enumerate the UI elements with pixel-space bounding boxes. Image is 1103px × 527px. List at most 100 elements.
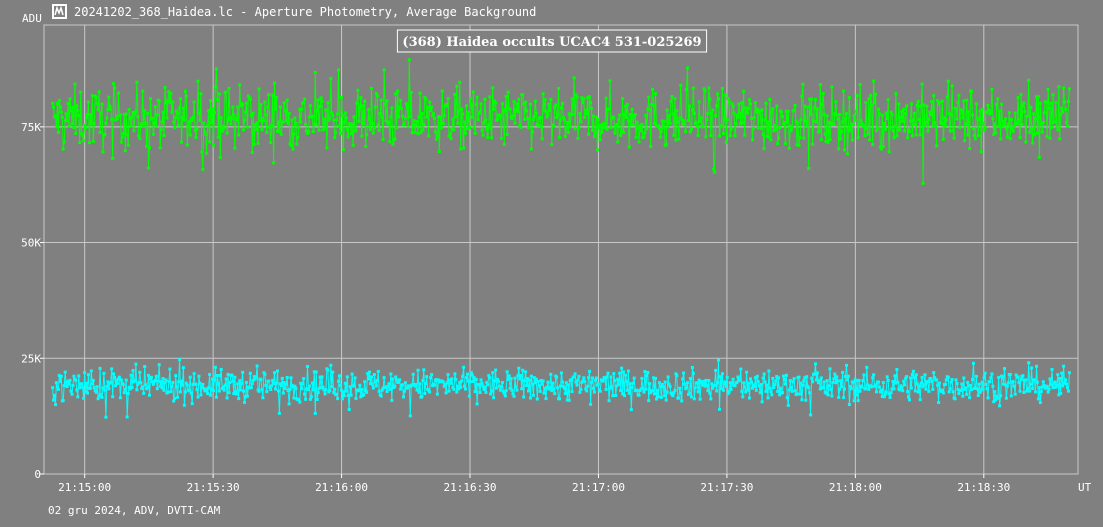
background-point xyxy=(960,382,964,386)
background-point xyxy=(841,370,845,374)
background-point xyxy=(233,375,237,379)
target-point xyxy=(852,114,856,118)
target-point xyxy=(511,114,515,118)
background-point xyxy=(842,396,846,400)
target-point xyxy=(196,79,200,83)
background-point xyxy=(606,371,610,375)
target-point xyxy=(1067,100,1070,103)
target-point xyxy=(645,127,649,131)
background-point xyxy=(69,389,73,393)
background-point xyxy=(642,390,646,394)
target-point xyxy=(232,113,236,117)
background-point xyxy=(455,390,459,394)
background-point xyxy=(811,380,815,384)
background-point xyxy=(1029,382,1033,386)
background-point xyxy=(225,396,229,400)
background-point xyxy=(909,376,912,380)
target-point xyxy=(145,144,149,148)
background-point xyxy=(832,377,836,381)
background-point xyxy=(927,389,931,393)
background-point xyxy=(199,393,203,397)
background-point xyxy=(724,384,728,388)
target-point xyxy=(422,123,426,126)
target-point xyxy=(1058,137,1062,141)
background-point xyxy=(589,402,593,406)
target-point xyxy=(1015,121,1019,125)
background-point xyxy=(874,383,878,387)
background-point xyxy=(54,403,57,407)
background-point xyxy=(294,386,298,390)
target-point xyxy=(453,93,457,96)
target-point xyxy=(958,125,962,129)
background-point xyxy=(481,384,485,388)
target-point xyxy=(832,123,836,126)
target-point xyxy=(268,125,272,129)
target-point xyxy=(154,125,158,128)
target-point xyxy=(404,102,408,106)
background-point xyxy=(659,396,663,399)
target-point xyxy=(356,88,360,92)
background-point xyxy=(778,393,782,397)
target-point xyxy=(931,124,935,128)
background-point xyxy=(57,373,61,377)
plot-frame xyxy=(43,24,1079,475)
background-point xyxy=(299,381,303,385)
target-point xyxy=(1005,135,1009,139)
target-point xyxy=(188,133,192,137)
target-point xyxy=(637,140,641,144)
background-point xyxy=(468,380,472,384)
target-point xyxy=(366,125,370,129)
target-point xyxy=(921,181,925,185)
background-point xyxy=(986,396,990,400)
target-point xyxy=(440,89,444,93)
background-point xyxy=(61,399,65,403)
background-point xyxy=(456,384,460,388)
background-point xyxy=(907,395,910,399)
x-axis-ticks: 21:15:00 21:15:30 21:16:00 21:16:30 21:17:00… xyxy=(58,474,1010,494)
background-point xyxy=(815,371,819,375)
background-point xyxy=(1035,380,1039,384)
target-point xyxy=(764,101,768,105)
target-point xyxy=(121,132,125,136)
background-point xyxy=(664,398,668,402)
background-point xyxy=(228,381,232,384)
target-point xyxy=(618,113,622,117)
background-point xyxy=(711,386,715,390)
background-point xyxy=(237,397,241,401)
y-tick-label: 50K xyxy=(21,237,41,250)
background-point xyxy=(306,365,309,368)
target-point xyxy=(622,131,625,134)
target-point xyxy=(582,97,586,101)
background-point xyxy=(1025,389,1029,393)
background-point xyxy=(109,381,113,384)
target-point xyxy=(1041,121,1045,125)
background-point xyxy=(906,390,910,394)
background-point xyxy=(775,375,779,378)
background-point xyxy=(996,396,1000,400)
background-point xyxy=(366,372,370,376)
background-point xyxy=(1001,375,1005,379)
target-point xyxy=(676,120,680,124)
target-point xyxy=(974,102,978,106)
target-point xyxy=(781,114,784,118)
background-point xyxy=(527,389,530,393)
target-point xyxy=(401,114,404,118)
target-point xyxy=(736,116,740,119)
background-point xyxy=(757,384,761,388)
target-point xyxy=(330,111,334,115)
background-point xyxy=(292,396,296,400)
background-point xyxy=(802,379,806,383)
target-point xyxy=(557,86,561,90)
background-point xyxy=(747,381,751,385)
target-point xyxy=(565,120,569,124)
target-point xyxy=(814,98,817,102)
target-point xyxy=(593,131,597,135)
background-point xyxy=(72,374,76,378)
background-point xyxy=(368,370,371,374)
background-point xyxy=(619,389,623,393)
background-point xyxy=(113,375,117,379)
target-point xyxy=(1007,111,1011,115)
target-point xyxy=(181,116,184,120)
target-point xyxy=(934,124,938,128)
target-point xyxy=(638,124,642,128)
